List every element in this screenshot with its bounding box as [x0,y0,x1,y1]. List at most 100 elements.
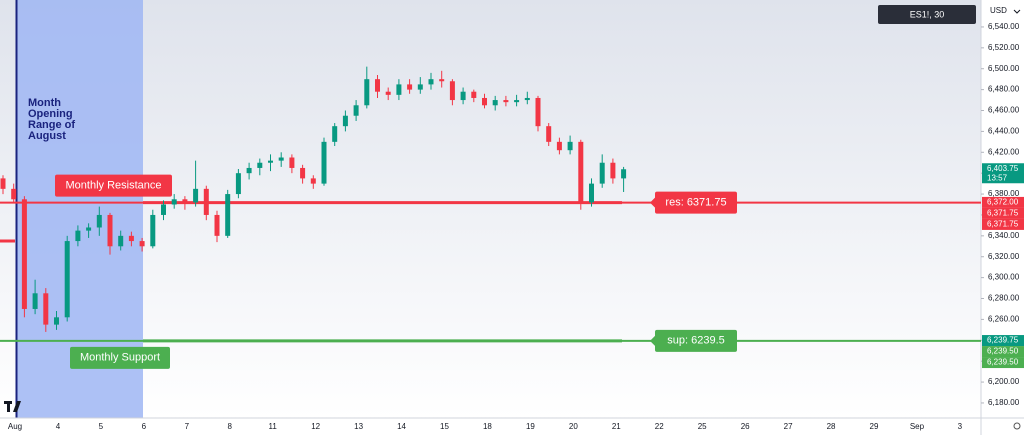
y-tick-label: 6,180.00 [988,398,1020,407]
candle-body [471,91,477,98]
candle-body [54,317,59,325]
candle-body [64,241,70,318]
price-tag-label: 6,371.75 [987,220,1019,229]
candle-body [214,214,220,236]
x-tick-label: 7 [185,422,190,431]
x-tick-label: 12 [311,422,320,431]
x-tick-label: 13 [354,422,363,431]
dropdown-icon[interactable] [1013,9,1021,14]
x-tick-label: 21 [612,422,621,431]
candle-body [599,162,605,184]
price-tag-label: 6,403.75 [987,164,1019,173]
candle-body [589,183,594,203]
candle-body [332,126,338,142]
candle-body [43,293,49,325]
level-name: Monthly Resistance [66,180,162,192]
candle-body [182,199,188,203]
x-tick-label: 4 [56,422,61,431]
y-tick-label: 6,200.00 [988,377,1020,386]
x-tick-label: 19 [526,422,535,431]
candle-body [546,126,552,142]
candle-body [621,169,627,179]
candle-body [556,141,562,151]
x-tick-label: 20 [569,422,578,431]
candle-body [300,167,306,179]
y-tick-label: 6,260.00 [988,315,1020,324]
annotation-box: Month Opening Range of August [28,98,75,142]
price-tag [982,218,1024,230]
y-tick-label: 6,380.00 [988,189,1020,198]
level-name-box [70,346,170,369]
candle-body [268,160,273,163]
candle-body [353,105,359,116]
settings-icon[interactable] [1013,422,1021,430]
candle-body [171,199,177,205]
level-tag-arrow [650,334,656,347]
price-tag-time: 13:57 [987,173,1008,182]
x-tick-label: 15 [440,422,449,431]
level-tag-arrow [650,196,656,209]
price-tag [982,163,1024,184]
x-tick-label: 14 [397,422,406,431]
y-tick-label: 6,300.00 [988,273,1020,282]
candles [0,66,627,332]
candle-body [610,162,616,179]
level-tag: sup: 6239.5 [667,335,725,347]
candle-body [235,173,241,195]
candle-body [407,84,413,90]
candle-body [139,241,145,247]
x-tick-label: 3 [958,422,963,431]
x-tick-label: 8 [228,422,233,431]
y-tick-label: 6,280.00 [988,294,1020,303]
x-tick-label: Sep [910,422,925,431]
candle-body [278,157,284,161]
y-tick-label: 6,440.00 [988,127,1020,136]
price-tag-label: 6,239.50 [987,347,1019,356]
level-name-box [55,174,172,197]
candle-body [310,178,316,184]
x-tick-label: 11 [269,422,278,431]
price-tag-label: 6,372.00 [987,198,1019,207]
x-tick-label: 18 [483,422,492,431]
candle-body [75,230,81,242]
candle-body [567,141,573,151]
x-tick-label: 27 [784,422,793,431]
y-tick-label: 6,340.00 [988,231,1020,240]
tv-logo [4,401,21,412]
x-tick-label: 22 [655,422,664,431]
x-tick-label: 5 [99,422,104,431]
candle-body [396,84,402,95]
candle-body [439,79,445,82]
candle-body [257,162,263,168]
level-name: Monthly Support [80,352,160,364]
candle-body [161,204,166,215]
y-tick-label: 6,500.00 [988,64,1020,73]
y-tick-label: 6,460.00 [988,106,1020,115]
candle-body [503,100,509,103]
x-tick-label: 6 [142,422,147,431]
candle-body [0,178,6,189]
candle-body [460,91,466,101]
candle-body [193,188,199,203]
candle-body [96,214,102,228]
candle-body [128,235,134,242]
level-tag-box [655,191,737,214]
candle-body [32,293,38,309]
candle-body [107,214,113,247]
x-tick-label: 28 [827,422,836,431]
x-tick-label: 25 [698,422,707,431]
y-tick-label: 6,320.00 [988,252,1020,261]
x-tick-label: Aug [8,422,22,431]
candle-body [385,91,391,95]
price-tag [982,196,1024,208]
candle-body [524,97,530,101]
y-tick-label: 6,420.00 [988,147,1020,156]
candle-body [11,188,17,200]
price-tag-label: 6,239.50 [987,358,1019,367]
price-tag [982,346,1024,358]
y-tick-label: 6,540.00 [988,22,1020,31]
candle-body [86,227,92,231]
candle-body [321,141,327,184]
currency[interactable]: USD [990,6,1007,15]
